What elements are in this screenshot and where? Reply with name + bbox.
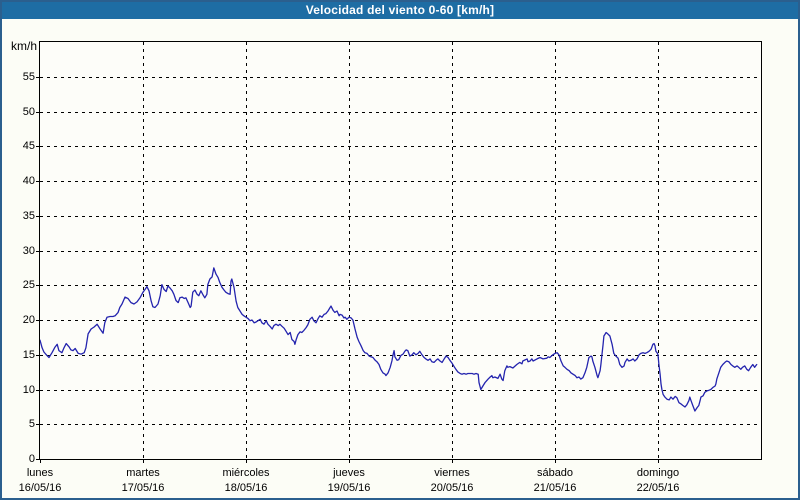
- y-tick-mark: [36, 354, 40, 356]
- y-tick-label: 5: [28, 418, 35, 431]
- y-gridline: [40, 181, 761, 182]
- x-gridline: [555, 42, 556, 459]
- y-tick-mark: [36, 181, 40, 182]
- day-label: sábado: [536, 467, 574, 479]
- day-label: miércoles: [222, 467, 270, 479]
- x-tick-mark: [40, 459, 41, 463]
- x-tick-label: lunes 16/05/16: [0, 466, 95, 496]
- date-label: 19/05/16: [327, 482, 371, 494]
- y-tick-mark: [36, 111, 40, 113]
- y-tick-label: 10: [22, 383, 35, 396]
- x-gridline: [143, 42, 144, 459]
- y-tick-mark: [36, 320, 40, 321]
- date-label: 20/05/16: [430, 482, 474, 494]
- y-tick-mark: [36, 215, 40, 217]
- window-title: Velocidad del viento 0-60 [km/h]: [305, 2, 495, 17]
- y-tick-label: 35: [22, 209, 35, 222]
- x-tick-mark: [246, 459, 247, 463]
- x-gridline: [658, 42, 659, 459]
- x-gridline: [246, 42, 247, 459]
- x-tick-label: miércoles 18/05/16: [191, 466, 301, 496]
- y-tick-label: 50: [22, 105, 35, 118]
- y-tick-mark: [36, 146, 40, 148]
- y-gridline: [40, 424, 761, 425]
- window-titlebar: Velocidad del viento 0-60 [km/h]: [0, 0, 800, 19]
- date-label: 17/05/16: [121, 482, 165, 494]
- y-tick-label: 45: [22, 140, 35, 153]
- y-tick-mark: [36, 459, 40, 460]
- x-tick-label: domingo 22/05/16: [603, 466, 713, 496]
- y-tick-mark: [36, 389, 40, 391]
- x-tick-label: martes 17/05/16: [88, 466, 198, 496]
- y-tick-mark: [36, 424, 40, 426]
- x-tick-label: sábado 21/05/16: [500, 466, 610, 496]
- y-tick-label: 25: [22, 279, 35, 292]
- x-tick-mark: [452, 459, 453, 463]
- y-tick-mark: [36, 250, 40, 252]
- day-label: viernes: [434, 467, 470, 479]
- y-tick-label: 40: [22, 175, 35, 187]
- y-gridline: [40, 320, 761, 321]
- x-tick-label: viernes 20/05/16: [397, 466, 507, 496]
- day-label: domingo: [636, 467, 680, 479]
- x-tick-mark: [143, 459, 144, 463]
- y-tick-mark: [36, 76, 40, 78]
- y-gridline: [40, 146, 761, 147]
- plot-area: [40, 42, 761, 459]
- y-gridline: [40, 251, 761, 252]
- date-label: 21/05/16: [533, 482, 577, 494]
- x-tick-mark: [658, 459, 659, 463]
- x-gridline: [452, 42, 453, 459]
- y-tick-label: 30: [22, 244, 35, 257]
- wind-speed-polyline: [40, 267, 758, 412]
- y-tick-label: 20: [22, 314, 35, 326]
- y-gridline: [40, 285, 761, 286]
- x-tick-mark: [349, 459, 350, 463]
- y-tick-label: 15: [22, 348, 35, 361]
- x-tick-mark: [555, 459, 556, 463]
- y-axis-unit-label: km/h: [10, 39, 37, 53]
- day-label: martes: [126, 467, 160, 479]
- y-gridline: [40, 77, 761, 78]
- x-gridline: [349, 42, 350, 459]
- wind-speed-line-chart: [40, 267, 758, 412]
- date-label: 16/05/16: [18, 482, 62, 494]
- y-tick-mark: [36, 285, 40, 287]
- y-gridline: [40, 390, 761, 391]
- day-label: jueves: [333, 467, 365, 479]
- y-tick-label: 55: [22, 70, 35, 83]
- day-label: lunes: [26, 467, 54, 479]
- y-gridline: [40, 216, 761, 217]
- y-tick-label: 0: [28, 453, 35, 465]
- y-gridline: [40, 112, 761, 113]
- date-label: 22/05/16: [636, 482, 680, 494]
- x-tick-label: jueves 19/05/16: [294, 466, 404, 496]
- date-label: 18/05/16: [224, 482, 268, 494]
